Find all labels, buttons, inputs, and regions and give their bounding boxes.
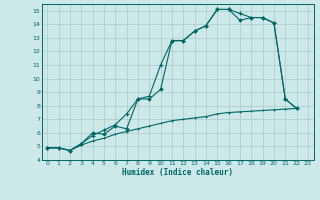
X-axis label: Humidex (Indice chaleur): Humidex (Indice chaleur) [122,168,233,177]
